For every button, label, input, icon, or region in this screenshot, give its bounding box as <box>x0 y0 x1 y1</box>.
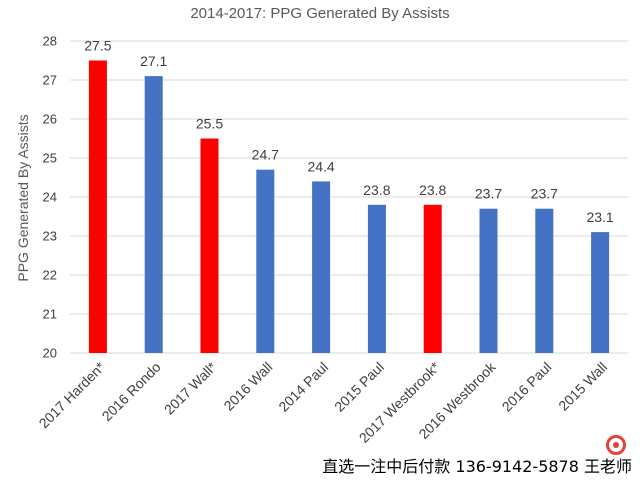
chart-title: 2014-2017: PPG Generated By Assists <box>190 5 449 22</box>
y-tick-label: 26 <box>43 112 57 127</box>
y-tick-label: 21 <box>43 307 57 322</box>
bar <box>88 60 107 353</box>
x-tick-label: 2015 Paul <box>331 359 387 415</box>
bar <box>479 208 498 353</box>
data-label: 23.1 <box>586 209 613 225</box>
x-tick-label: 2015 Wall <box>555 359 610 414</box>
bars <box>88 60 610 353</box>
gridlines <box>70 40 628 354</box>
y-tick-label: 22 <box>43 268 57 283</box>
y-tick-label: 20 <box>43 346 57 361</box>
y-tick-label: 24 <box>43 190 57 205</box>
data-label: 23.8 <box>363 182 390 198</box>
bar <box>535 208 554 353</box>
data-label: 24.4 <box>307 158 334 174</box>
data-label: 27.5 <box>84 38 111 54</box>
bar <box>312 181 331 353</box>
data-label: 23.8 <box>419 182 446 198</box>
x-tick-label: 2016 Rondo <box>99 359 164 424</box>
data-label: 25.5 <box>196 116 223 132</box>
x-tick-label: 2017 Wall* <box>161 358 220 417</box>
x-tick-label: 2017 Harden* <box>36 358 109 431</box>
y-tick-label: 25 <box>43 151 57 166</box>
bar <box>256 169 275 353</box>
x-tick-label: 2014 Paul <box>275 359 331 415</box>
bar <box>423 204 442 353</box>
footer-watermark: 直选一注中后付款 136-9142-5878 王老师 <box>322 457 632 476</box>
x-tick-label: 2016 Paul <box>499 359 555 415</box>
bar <box>367 204 386 353</box>
bar <box>144 76 163 353</box>
y-tick-label: 27 <box>43 73 57 88</box>
bar <box>591 232 610 353</box>
red-circle-logo-icon <box>606 435 626 455</box>
y-axis-label: PPG Generated By Assists <box>15 114 31 281</box>
y-axis-ticks: 20 21 22 23 24 25 26 27 28 <box>43 34 57 361</box>
y-tick-label: 28 <box>43 34 57 49</box>
data-labels: 27.5 27.1 25.5 24.7 24.4 23.8 23.8 23.7 23.7 23.1 <box>84 38 614 226</box>
data-label: 23.7 <box>475 186 502 202</box>
y-tick-label: 23 <box>43 229 57 244</box>
data-label: 23.7 <box>531 186 558 202</box>
data-label: 27.1 <box>140 53 167 69</box>
bar <box>200 138 219 353</box>
data-label: 24.7 <box>252 147 279 163</box>
x-tick-label: 2016 Wall <box>220 359 275 414</box>
